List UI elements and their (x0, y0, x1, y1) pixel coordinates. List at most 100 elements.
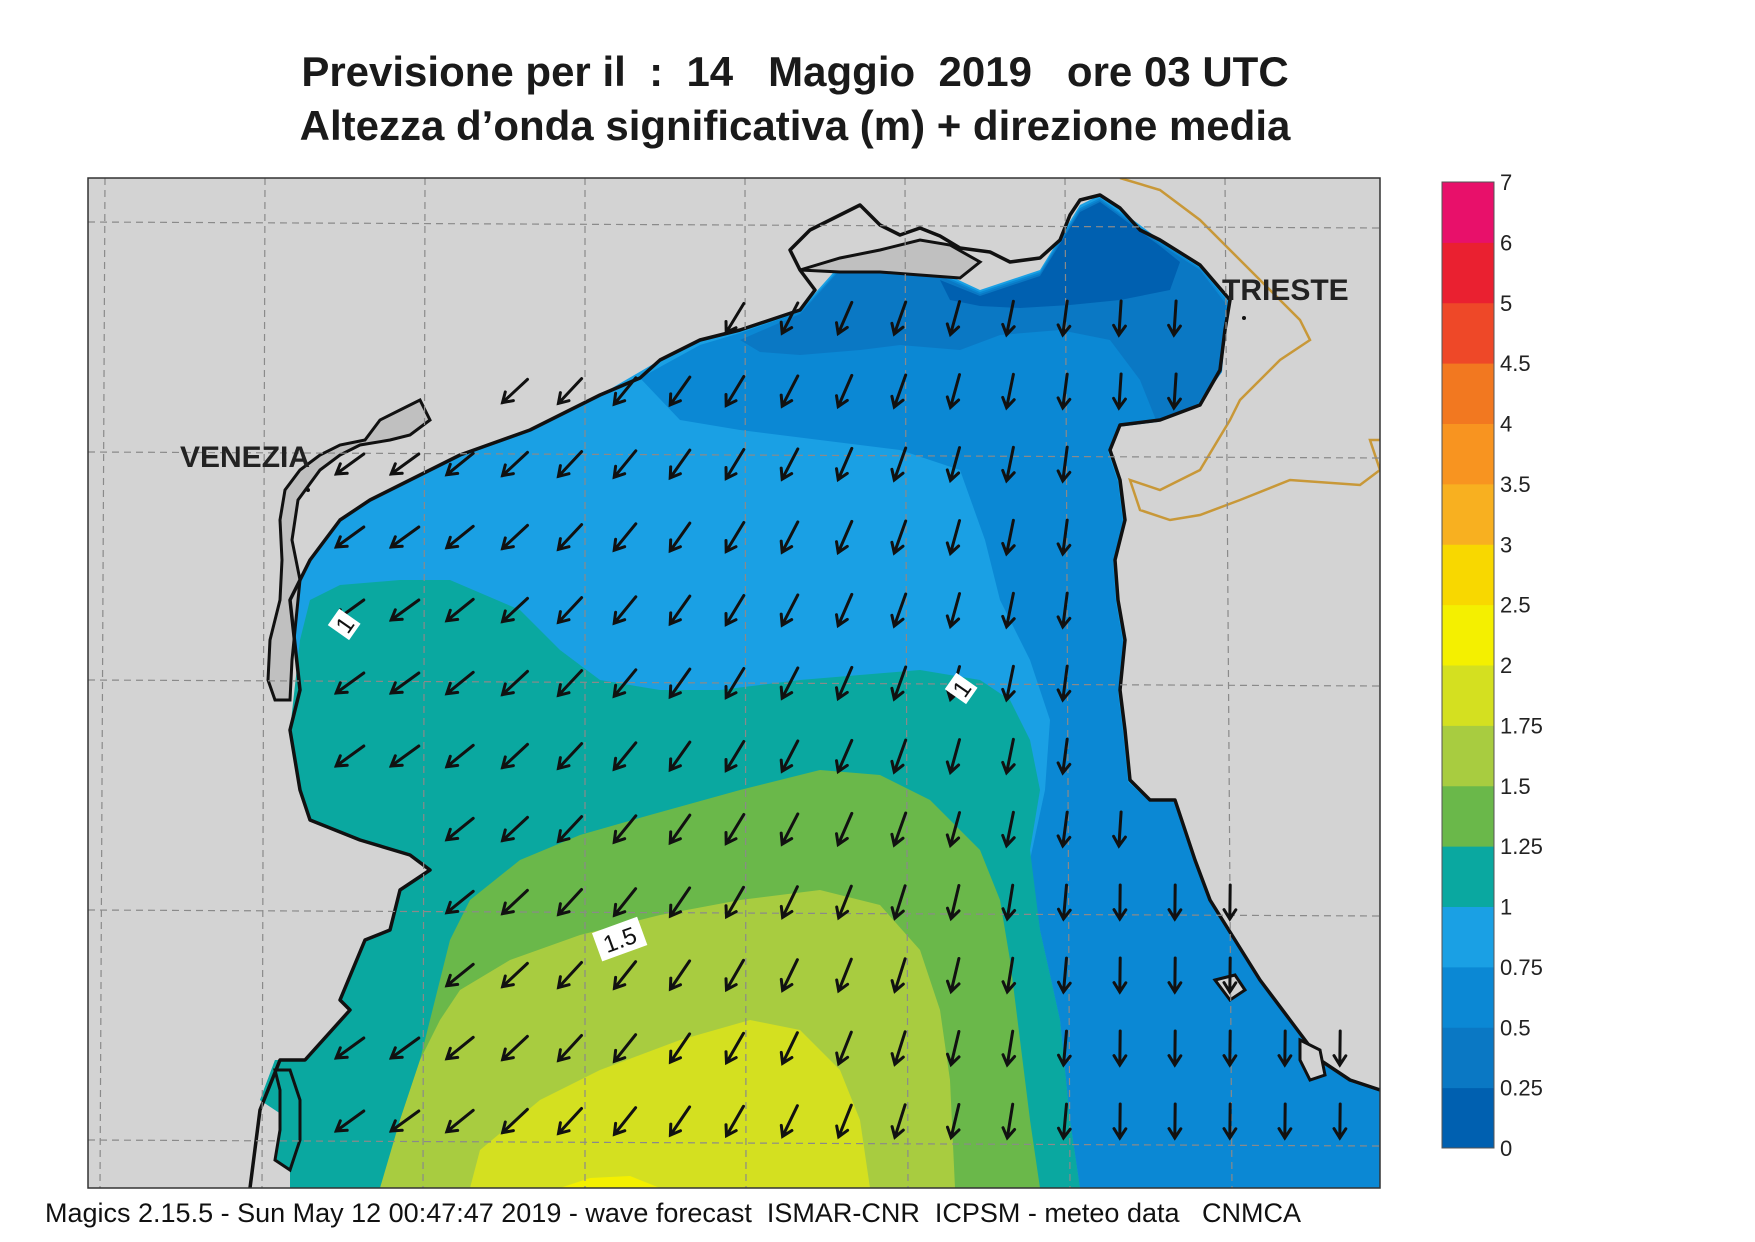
wave-direction-arrow (500, 888, 529, 916)
colorbar-tick-label: 2 (1500, 653, 1512, 678)
colorbar-swatch (1442, 906, 1494, 968)
wave-direction-arrow (556, 596, 584, 625)
wave-direction-arrow (779, 958, 799, 993)
wave-direction-arrow (1056, 664, 1072, 703)
wave-direction-arrow (835, 665, 854, 702)
wave-direction-arrow (724, 1031, 745, 1066)
city-marker-trieste (1242, 316, 1246, 320)
wave-direction-arrow (835, 519, 854, 556)
wave-direction-arrow (1056, 372, 1072, 411)
wave-direction-arrow (1057, 883, 1072, 922)
colorbar-frame (1441, 181, 1495, 1149)
colorbar-swatch (1442, 846, 1494, 907)
colorbar-swatch (1442, 423, 1494, 485)
wave-direction-arrow (444, 743, 475, 769)
wave-direction-arrow (444, 597, 475, 623)
colorbar-tick-label: 2.5 (1500, 593, 1531, 618)
wave-direction-arrow (668, 448, 692, 481)
wave-direction-arrow (835, 446, 854, 483)
wave-direction-arrow (1277, 1102, 1293, 1141)
wave-band-1.75 (470, 1020, 870, 1188)
colorbar-tick-label: 4.5 (1500, 351, 1531, 376)
island-outline (1298, 1037, 1327, 1082)
wave-direction-arrow (500, 377, 529, 405)
wave-direction-arrow (724, 521, 746, 554)
wave-direction-arrow (612, 887, 638, 918)
wave-direction-arrow (724, 594, 746, 627)
wave-direction-arrow (779, 374, 800, 409)
graticule (88, 178, 1380, 1188)
wave-direction-arrow (779, 1104, 799, 1139)
wave-direction-arrow (1001, 810, 1016, 849)
wave-direction-arrow (500, 669, 529, 697)
wave-direction-arrow (946, 957, 961, 995)
wave-direction-arrow (1277, 1029, 1293, 1068)
wave-direction-arrow (724, 667, 746, 700)
coastline (248, 193, 1380, 1188)
wave-direction-arrow (500, 596, 529, 624)
wave-direction-arrow (1112, 299, 1127, 338)
wave-direction-arrow (835, 957, 853, 994)
wave-direction-arrow (444, 962, 475, 988)
wave-direction-arrow (388, 744, 421, 768)
wave-direction-arrow (1001, 664, 1016, 703)
wave-direction-arrow (556, 888, 583, 917)
wave-direction-arrow (945, 738, 961, 776)
wave-direction-arrow (388, 525, 421, 549)
wave-direction-arrow (946, 1103, 961, 1141)
wave-direction-arrow (1001, 1029, 1017, 1068)
map-frame (87, 177, 1381, 1189)
wave-direction-arrow (556, 450, 584, 479)
wave-direction-arrow (890, 373, 908, 410)
city-marker-venezia (306, 488, 310, 492)
wave-direction-arrow (724, 740, 746, 773)
marano-lagoon (799, 238, 983, 280)
wave-direction-arrow (612, 1106, 638, 1137)
colorbar-swatch (1442, 1027, 1494, 1089)
wave-direction-arrow (945, 592, 961, 630)
wave-direction-arrow (612, 814, 638, 845)
wave-direction-arrow (835, 811, 854, 848)
wave-direction-arrow (945, 811, 961, 849)
wave-direction-arrow (1167, 372, 1182, 411)
colorbar-tick-label: 1 (1500, 895, 1512, 920)
wave-direction-arrow (500, 961, 529, 989)
wave-direction-arrow (388, 1109, 421, 1133)
wave-direction-arrow (612, 595, 638, 626)
colorbar-swatch (1442, 363, 1494, 424)
wave-direction-arrow (890, 811, 908, 848)
wave-direction-arrow (612, 1033, 638, 1064)
wave-direction-arrow (1001, 299, 1016, 338)
wave-direction-arrow (388, 598, 421, 622)
wave-direction-arrow (1056, 445, 1072, 484)
colorbar-swatch (1442, 483, 1494, 545)
colorbar-swatch (1442, 182, 1494, 243)
colorbar-tick-label: 7 (1500, 170, 1512, 195)
colorbar-swatch (1442, 544, 1494, 606)
wave-direction-arrow (444, 451, 475, 477)
wave-direction-arrow (1222, 956, 1238, 995)
wave-direction-arrow (668, 521, 692, 554)
wave-direction-arrow (724, 1104, 745, 1139)
wave-direction-arrow (556, 1107, 583, 1136)
wave-direction-arrow (500, 523, 529, 551)
wave-direction-arrow (556, 377, 584, 406)
colorbar-tick-label: 0 (1500, 1136, 1512, 1161)
wave-direction-arrow (1167, 956, 1183, 995)
colorbar-tick-label: 6 (1500, 230, 1512, 255)
wave-direction-arrow (890, 957, 907, 994)
wave-band-0 (940, 202, 1180, 308)
wave-direction-arrow (835, 592, 854, 629)
wave-direction-arrow (724, 375, 746, 408)
wave-direction-arrow (724, 302, 746, 335)
wave-direction-arrow (724, 448, 746, 481)
country-border (1119, 178, 1380, 522)
wave-direction-arrow (724, 885, 745, 920)
wave-direction-arrow (444, 524, 475, 550)
wave-direction-arrow (1112, 883, 1128, 922)
wave-direction-arrow (556, 669, 584, 698)
wave-direction-arrow (1057, 956, 1072, 995)
wave-direction-arrow (668, 959, 692, 992)
wave-direction-arrow (612, 376, 638, 407)
wave-direction-arrow (1332, 1102, 1348, 1141)
